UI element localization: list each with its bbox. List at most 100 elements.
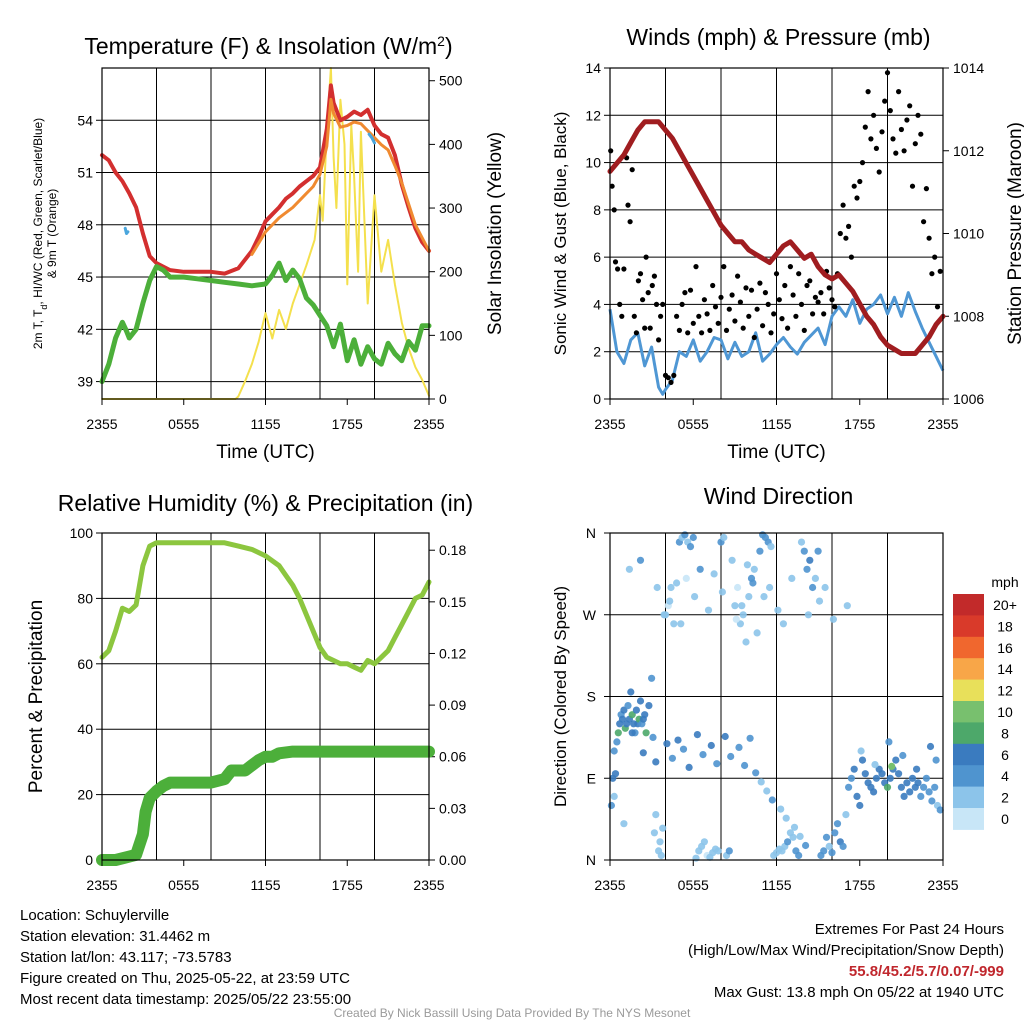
direction-point: [691, 593, 699, 601]
direction-point: [628, 729, 636, 737]
rh-y2-tick-label: 0.12: [439, 645, 466, 661]
gust-point: [937, 268, 943, 274]
direction-point: [613, 738, 621, 746]
temp-x-tick-label: 1155: [250, 416, 280, 432]
rh-y2-tick-label: 0.00: [439, 852, 466, 868]
dir-x-tick-label: 1755: [844, 877, 875, 893]
gust-point: [682, 290, 688, 296]
direction-point: [618, 715, 627, 723]
direction-point: [822, 833, 831, 841]
legend-swatch: [953, 615, 984, 638]
direction-point: [707, 741, 715, 750]
temp-x-axis-label: Time (UTC): [216, 442, 315, 463]
gust-point: [665, 375, 671, 381]
gust-point: [737, 299, 744, 305]
direction-point: [842, 811, 850, 819]
gust-point: [832, 304, 838, 310]
temperature-line: [123, 226, 130, 235]
direction-point: [720, 533, 728, 542]
gust-point: [840, 202, 846, 208]
wind-x-tick-label: 1155: [761, 416, 791, 432]
direction-point: [624, 702, 632, 710]
gust-point: [642, 325, 648, 331]
temperature-line: [250, 97, 431, 256]
rh-y2-tick-label: 0.09: [439, 697, 466, 713]
gust-point: [668, 379, 674, 385]
direction-point: [763, 787, 771, 795]
gust-point: [754, 306, 760, 312]
legend-swatch: [953, 743, 984, 766]
gust-point: [818, 290, 824, 296]
temp-y-tick-label: 45: [77, 269, 93, 285]
direction-point: [788, 574, 796, 583]
direction-point: [677, 620, 685, 628]
gust-point: [782, 282, 788, 289]
gust-point: [893, 150, 899, 156]
wind-y2-tick-label: 1010: [953, 226, 984, 242]
direction-point: [728, 556, 736, 564]
direction-point: [886, 774, 894, 782]
gust-point: [768, 330, 774, 336]
gust-point: [771, 311, 777, 317]
wind-y-tick-label: 6: [593, 249, 601, 265]
gust-point: [645, 290, 651, 296]
gust-point: [779, 316, 785, 322]
direction-point: [811, 574, 820, 583]
legend-label: 18: [997, 618, 1013, 634]
direction-point: [674, 736, 682, 744]
direction-point: [925, 788, 933, 796]
gust-point: [904, 117, 910, 123]
gust-point: [631, 313, 637, 319]
temp-chart-title: Temperature (F) & Insolation (W/m2): [84, 33, 452, 59]
gust-point: [743, 285, 749, 291]
temp-y2-tick-label: 400: [439, 136, 463, 152]
gust-point: [862, 124, 868, 130]
direction-point: [870, 788, 878, 796]
extremes-values: 55.8/45.2/5.7/0.07/-999: [848, 963, 1004, 980]
legend-label: 12: [997, 683, 1013, 699]
direction-point: [704, 606, 713, 614]
direction-point: [845, 783, 853, 791]
rh-x-tick-label: 1155: [250, 877, 280, 893]
gust-point: [729, 292, 735, 298]
direction-point: [774, 606, 782, 614]
direction-point: [686, 543, 695, 551]
temperature-line: [367, 132, 376, 145]
gust-point: [748, 287, 755, 293]
gust-point: [685, 330, 691, 336]
legend-swatch: [953, 636, 984, 659]
direction-point: [914, 779, 922, 787]
direction-point: [666, 597, 674, 605]
direction-point: [760, 593, 768, 601]
gust-point: [912, 141, 918, 147]
dir-y-tick-label: S: [587, 689, 596, 705]
wind-x-tick-label: 2355: [927, 416, 958, 432]
direction-point: [784, 838, 792, 846]
extremes-title: Extremes For Past 24 Hours: [814, 921, 1004, 938]
gust-point: [762, 290, 769, 296]
legend-swatch: [953, 765, 984, 788]
gust-point: [751, 334, 757, 341]
direction-point: [652, 811, 660, 819]
extremes-subtitle: (High/Low/Max Wind/Precipitation/Snow De…: [688, 942, 1004, 959]
gust-point: [829, 297, 835, 303]
direction-point: [714, 847, 722, 855]
precipitation-line: [96, 745, 435, 866]
direction-point: [899, 751, 907, 760]
dir-x-tick-label: 2355: [927, 877, 958, 893]
direction-point: [741, 761, 749, 770]
rh-x-tick-label: 1755: [332, 877, 363, 893]
direction-point: [639, 749, 647, 757]
direction-point: [657, 851, 665, 860]
gust-point: [876, 169, 882, 175]
gust-point: [929, 271, 935, 277]
gust-point: [785, 325, 791, 331]
legend-label: 16: [997, 640, 1013, 656]
gust-point: [701, 297, 708, 303]
gust-point: [740, 325, 746, 331]
direction-point: [857, 747, 865, 755]
gust-point: [651, 273, 658, 279]
gust-point: [812, 294, 819, 300]
rh-x-tick-label: 2355: [86, 877, 117, 893]
gust-point: [647, 325, 653, 331]
